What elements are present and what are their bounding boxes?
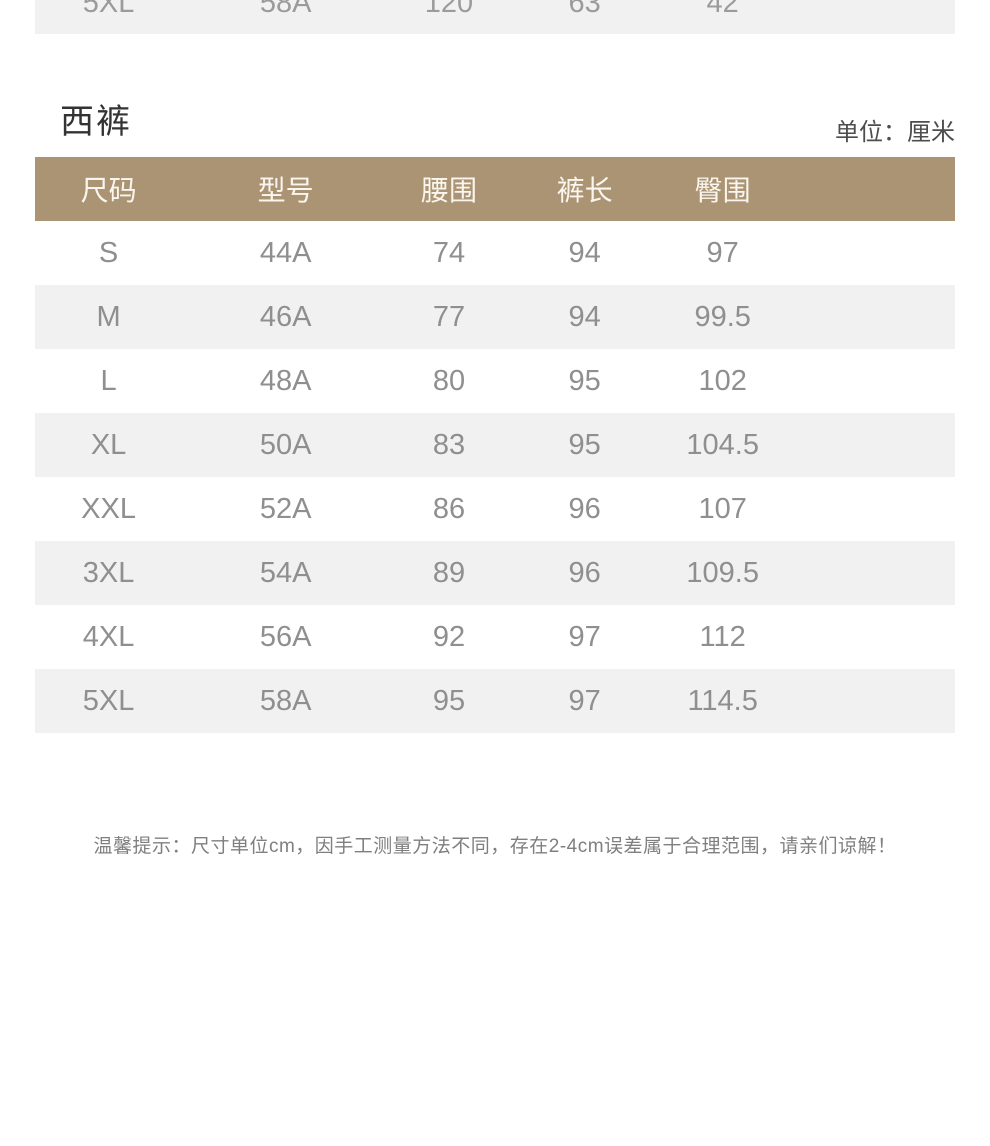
table-cell: 102 xyxy=(660,349,785,413)
table-cell: 104.5 xyxy=(660,413,785,477)
table-row: 3XL 54A 89 96 109.5 xyxy=(35,541,955,605)
table-cell: 46A xyxy=(182,285,390,349)
table-row: XL 50A 83 95 104.5 xyxy=(35,413,955,477)
table-cell: L xyxy=(35,349,183,413)
table-cell: 52A xyxy=(182,477,390,541)
table-cell: XL xyxy=(35,413,183,477)
table-cell: 42 xyxy=(660,0,785,34)
table-cell: M xyxy=(35,285,183,349)
table-cell: 97 xyxy=(508,669,661,733)
table-cell: 74 xyxy=(389,221,509,285)
table-cell: 3XL xyxy=(35,541,183,605)
size-table: 尺码 型号 腰围 裤长 臀围 S 44A 74 94 97 xyxy=(35,157,955,733)
table-cell: 50A xyxy=(182,413,390,477)
table-cell: 83 xyxy=(389,413,509,477)
table-cell: 114.5 xyxy=(660,669,785,733)
table-cell: 58A xyxy=(182,669,390,733)
table-cell: 95 xyxy=(389,669,509,733)
table-cell: 44A xyxy=(182,221,390,285)
table-cell: 109.5 xyxy=(660,541,785,605)
table-row: 5XL 58A 95 97 114.5 xyxy=(35,669,955,733)
table-cell-filler xyxy=(784,477,955,541)
table-row: XXL 52A 86 96 107 xyxy=(35,477,955,541)
size-table-container: 尺码 型号 腰围 裤长 臀围 S 44A 74 94 97 xyxy=(35,157,955,733)
table-cell: 89 xyxy=(389,541,509,605)
table-cell: 80 xyxy=(389,349,509,413)
section-title: 西裤 xyxy=(60,103,132,141)
table-row: L 48A 80 95 102 xyxy=(35,349,955,413)
table-cell-filler xyxy=(784,221,955,285)
table-cell: XXL xyxy=(35,477,183,541)
table-cell: 96 xyxy=(508,477,661,541)
header-cell-hip: 臀围 xyxy=(660,157,785,221)
table-header-row: 尺码 型号 腰围 裤长 臀围 xyxy=(35,157,955,221)
header-cell-filler xyxy=(784,157,955,221)
table-cell: 96 xyxy=(508,541,661,605)
table-cell: 56A xyxy=(182,605,390,669)
table-cell-filler xyxy=(784,605,955,669)
table-cell: 97 xyxy=(508,605,661,669)
table-cell-filler xyxy=(784,413,955,477)
table-cell: 4XL xyxy=(35,605,183,669)
table-cell: 5XL xyxy=(35,669,183,733)
table-cell-filler xyxy=(784,0,955,34)
table-cell: 77 xyxy=(389,285,509,349)
measurement-disclaimer-note: 温馨提示：尺寸单位cm，因手工测量方法不同，存在2-4cm误差属于合理范围，请亲… xyxy=(93,836,897,857)
table-cell: 95 xyxy=(508,413,661,477)
previous-table-partial-row: 5XL 58A 120 63 42 xyxy=(35,0,955,34)
table-cell: 86 xyxy=(389,477,509,541)
table-cell: 48A xyxy=(182,349,390,413)
table-cell: 120 xyxy=(389,0,509,34)
table-cell-filler xyxy=(784,349,955,413)
header-cell-model: 型号 xyxy=(182,157,390,221)
table-cell: 107 xyxy=(660,477,785,541)
table-cell: 58A xyxy=(182,0,390,34)
table-row: M 46A 77 94 99.5 xyxy=(35,285,955,349)
table-cell: 97 xyxy=(660,221,785,285)
table-cell-filler xyxy=(784,541,955,605)
table-cell: 63 xyxy=(508,0,661,34)
table-cell: 95 xyxy=(508,349,661,413)
table-cell: 92 xyxy=(389,605,509,669)
table-cell: S xyxy=(35,221,183,285)
table-row: 4XL 56A 92 97 112 xyxy=(35,605,955,669)
table-cell: 94 xyxy=(508,221,661,285)
table-cell: 99.5 xyxy=(660,285,785,349)
table-cell-filler xyxy=(784,669,955,733)
table-cell: 94 xyxy=(508,285,661,349)
table-cell: 112 xyxy=(660,605,785,669)
previous-table-fragment: 5XL 58A 120 63 42 xyxy=(35,0,955,34)
table-row: 5XL 58A 120 63 42 xyxy=(35,0,955,34)
header-cell-waist: 腰围 xyxy=(389,157,509,221)
table-cell: 54A xyxy=(182,541,390,605)
table-cell: 5XL xyxy=(35,0,183,34)
unit-label: 单位：厘米 xyxy=(835,119,955,146)
table-cell-filler xyxy=(784,285,955,349)
header-cell-size: 尺码 xyxy=(35,157,183,221)
header-cell-length: 裤长 xyxy=(508,157,661,221)
table-row: S 44A 74 94 97 xyxy=(35,221,955,285)
